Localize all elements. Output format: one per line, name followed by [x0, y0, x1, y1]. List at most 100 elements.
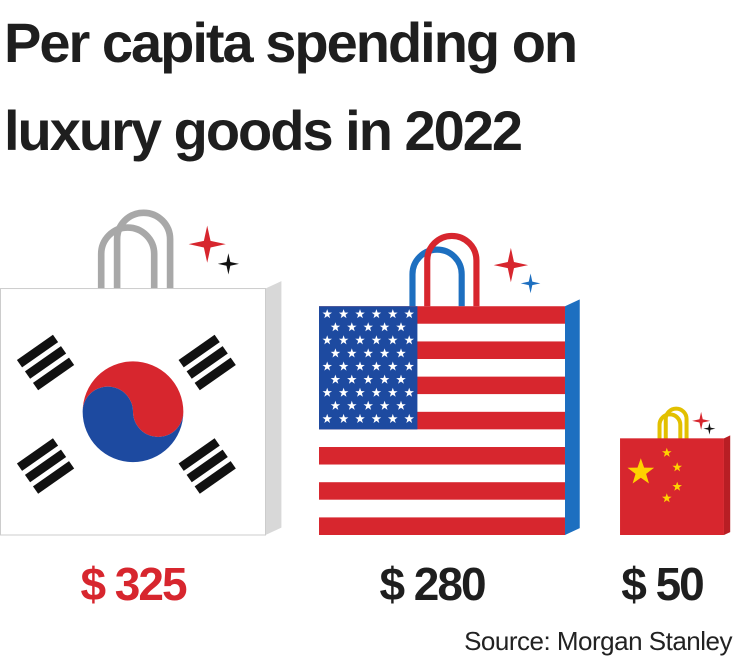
- flag-star: [355, 387, 365, 397]
- trigram: [178, 438, 236, 494]
- flag-star: [388, 361, 398, 371]
- flag-star: [322, 387, 332, 397]
- sparkle: [703, 422, 716, 435]
- flag-star: [379, 400, 390, 410]
- trigram-bar: [194, 461, 236, 494]
- flag-star: [379, 322, 390, 332]
- flag-star: [347, 348, 357, 358]
- sparkle: [520, 273, 541, 294]
- stripe: [319, 447, 565, 465]
- bag-side: [265, 281, 282, 535]
- trigram-bar: [186, 449, 228, 483]
- flag-star: [338, 335, 349, 345]
- trigram: [16, 438, 75, 494]
- taeguk-red: [82, 361, 184, 437]
- bag-handle: [113, 209, 174, 293]
- flag-star: [347, 374, 357, 384]
- flag-star: [355, 335, 365, 345]
- stripe: [319, 517, 565, 535]
- flag-star: [322, 309, 332, 319]
- flag-star: [322, 413, 332, 423]
- flag-star: [396, 374, 406, 384]
- bag-handle: [97, 224, 158, 293]
- bag-side: [723, 435, 731, 535]
- flag-star: [347, 322, 357, 332]
- bag-handle: [409, 246, 465, 311]
- bag-handle: [424, 232, 480, 311]
- chart-title-line: luxury goods in 2022: [4, 99, 521, 162]
- flag-star: [404, 387, 414, 397]
- flag-star: [338, 413, 349, 423]
- flag-star: [322, 361, 332, 371]
- flag-star: [379, 348, 390, 358]
- flag-star: [396, 400, 406, 410]
- value-label: $ 50: [621, 558, 703, 610]
- flag-star: [371, 387, 382, 397]
- flag-star: [672, 481, 682, 491]
- flag-star: [338, 309, 349, 319]
- trigram-bar: [32, 357, 75, 391]
- trigram-bar: [16, 438, 59, 471]
- bag-body: [620, 438, 724, 535]
- bag: [0, 209, 282, 536]
- flag-star: [363, 348, 373, 358]
- flag-star: [330, 400, 341, 410]
- trigram: [16, 334, 75, 391]
- flag-star: [388, 387, 398, 397]
- bag: [620, 406, 731, 535]
- flag-star: [371, 309, 382, 319]
- stripe: [319, 482, 565, 500]
- sparkle: [692, 411, 711, 430]
- trigram: [178, 334, 236, 391]
- stripe: [319, 464, 565, 483]
- stripe: [319, 499, 565, 518]
- flag-star: [338, 361, 349, 371]
- flag-star: [396, 348, 406, 358]
- flag-star: [322, 335, 332, 345]
- flag-star: [355, 361, 365, 371]
- trigram-bar: [178, 334, 220, 368]
- trigram-bar: [178, 438, 220, 471]
- flag-star: [371, 413, 382, 423]
- flag-star: [388, 413, 398, 423]
- sparkle: [188, 225, 226, 263]
- flag-star: [662, 493, 672, 503]
- stripe: [319, 429, 565, 448]
- chart-title-line: Per capita spending on: [4, 11, 576, 74]
- flag-star: [404, 309, 414, 319]
- trigram-bar: [24, 346, 67, 379]
- flag-star: [330, 348, 341, 358]
- sparkle: [217, 253, 240, 275]
- flag-star: [363, 322, 373, 332]
- value-label: $ 325: [80, 558, 187, 610]
- value-label: $ 280: [379, 558, 485, 610]
- flag-star: [404, 413, 414, 423]
- flag-star: [404, 361, 414, 371]
- flag-star: [388, 309, 398, 319]
- flag-star: [363, 374, 373, 384]
- bag-side: [564, 299, 580, 535]
- trigram-bar: [32, 461, 75, 494]
- bag-handle: [657, 412, 683, 443]
- flag-star: [388, 335, 398, 345]
- flag-star: [330, 374, 341, 384]
- flag-star: [371, 361, 382, 371]
- trigram-bar: [186, 346, 228, 379]
- flag-star: [355, 413, 365, 423]
- flag-star: [396, 322, 406, 332]
- flag-star: [627, 458, 655, 484]
- taeguk-blue: [82, 386, 184, 463]
- trigram-bar: [194, 357, 236, 391]
- flag-star: [338, 387, 349, 397]
- bag-handle: [663, 406, 689, 443]
- bag: [319, 232, 580, 535]
- flag-star: [672, 462, 682, 472]
- sparkle: [493, 247, 529, 283]
- flag-star: [404, 335, 414, 345]
- flag-star: [371, 335, 382, 345]
- flag-star: [379, 374, 390, 384]
- flag-star: [330, 322, 341, 332]
- trigram-bar: [24, 449, 67, 483]
- flag-star: [355, 309, 365, 319]
- flag-star: [347, 400, 357, 410]
